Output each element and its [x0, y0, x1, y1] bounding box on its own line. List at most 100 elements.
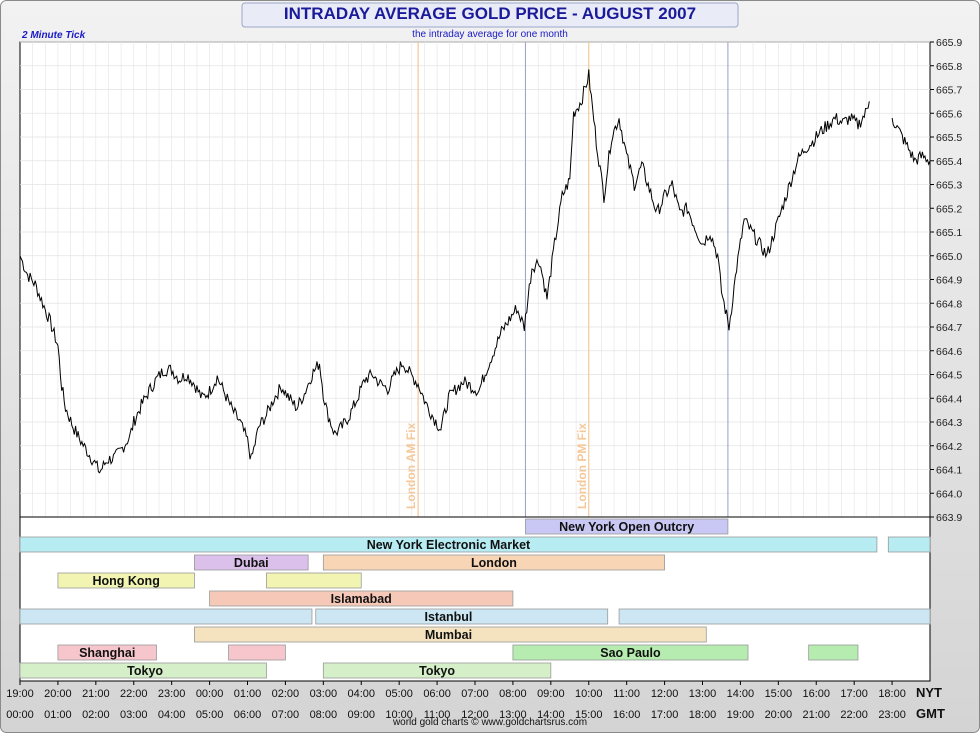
session-bar [57, 572, 195, 589]
x-tick-label-gmt: 13:00 [499, 709, 527, 721]
x-tick-label-nyt: 16:00 [802, 688, 830, 700]
y-axis-labels: 663.9 664.0 664.1 664.2 664.3 664.4 664.5 664.6… [930, 37, 962, 524]
x-tick-label-gmt: 16:00 [613, 709, 641, 721]
y-tick-label: 665.6 [936, 108, 962, 120]
session-bar [808, 644, 859, 661]
session-label: Shanghai [79, 646, 135, 660]
x-tick-label-nyt: 10:00 [575, 688, 603, 700]
price-line [891, 117, 930, 166]
x-tick-label-nyt: 00:00 [196, 688, 224, 700]
x-tick-label-gmt: 08:00 [310, 709, 338, 721]
session-bar [322, 554, 665, 571]
session-bar [209, 590, 514, 607]
chart-subtitle: the intraday average for one month [412, 29, 568, 40]
y-tick-label: 665.7 [936, 85, 962, 97]
x-tick-label-gmt: 00:00 [6, 709, 34, 721]
x-tick-label-nyt: 01:00 [234, 688, 262, 700]
session-bar [266, 572, 362, 589]
session-bar [512, 644, 749, 661]
y-tick-label: 663.9 [936, 512, 962, 524]
x-tick-label-gmt: 22:00 [840, 709, 868, 721]
x-tick-label-gmt: 21:00 [802, 709, 830, 721]
tick-interval-label: 2 Minute Tick [22, 30, 86, 41]
x-tick-label-gmt: 11:00 [424, 709, 451, 721]
y-tick-label: 664.0 [936, 488, 962, 500]
session-bar [887, 536, 931, 553]
x-tick-label-nyt: 04:00 [347, 688, 375, 700]
x-tick-label-nyt: 09:00 [537, 688, 565, 700]
y-tick-label: 664.5 [936, 370, 962, 382]
y-tick-label: 664.4 [936, 393, 962, 405]
x-tick-label-gmt: 06:00 [234, 709, 262, 721]
x-tick-label-nyt: 22:00 [120, 688, 148, 700]
session-label: Hong Kong [92, 574, 159, 588]
session-label: Sao Paulo [600, 646, 661, 660]
x-tick-label-nyt: 20:00 [44, 688, 72, 700]
x-tick-label-gmt: 15:00 [575, 709, 603, 721]
x-tick-label-gmt: 14:00 [537, 709, 565, 721]
x-tick-label-nyt: 08:00 [499, 688, 527, 700]
session-bar [19, 536, 878, 553]
y-tick-label: 665.3 [936, 180, 962, 192]
x-tick-label-nyt: 18:00 [878, 688, 906, 700]
x-tick-label-gmt: 23:00 [878, 709, 906, 721]
session-bar [525, 518, 729, 535]
y-tick-label: 665.9 [936, 37, 962, 49]
session-bar [194, 554, 309, 571]
y-tick-label: 664.1 [936, 465, 962, 477]
x-tick-label-nyt: 13:00 [689, 688, 717, 700]
session-bar [194, 626, 707, 643]
x-tick-label-gmt: 07:00 [272, 709, 300, 721]
y-tick-label: 664.7 [936, 322, 962, 334]
x-tick-label-nyt: 11:00 [613, 688, 640, 700]
x-tick-label-gmt: 18:00 [689, 709, 717, 721]
x-tick-label-gmt: 19:00 [727, 709, 755, 721]
x-tick-label-gmt: 02:00 [82, 709, 110, 721]
chart-title: INTRADAY AVERAGE GOLD PRICE - AUGUST 200… [283, 4, 697, 23]
session-label: Tokyo [127, 664, 163, 678]
x-tick-label-gmt: 20:00 [765, 709, 793, 721]
y-tick-label: 664.6 [936, 346, 962, 358]
session-label: Mumbai [425, 628, 472, 642]
x-tick-label-gmt: 01:00 [44, 709, 72, 721]
x-tick-label-nyt: 17:00 [840, 688, 868, 700]
y-tick-label: 665.2 [936, 203, 962, 215]
session-label: Dubai [234, 556, 269, 570]
y-tick-label: 665.8 [936, 61, 962, 73]
market-sessions: New York Open Outcry New York Electronic … [19, 518, 931, 679]
price-series [20, 69, 930, 474]
session-bar [19, 662, 267, 679]
x-tick-label-nyt: 14:00 [727, 688, 755, 700]
x-tick-label-nyt: 19:00 [6, 688, 34, 700]
x-tick-label-gmt: 05:00 [196, 709, 224, 721]
session-bar [315, 608, 609, 625]
x-tick-label-nyt: 07:00 [461, 688, 489, 700]
x-tick-label-nyt: 03:00 [310, 688, 338, 700]
y-tick-label: 664.9 [936, 275, 962, 287]
session-bar [322, 662, 552, 679]
session-label: New York Open Outcry [559, 520, 694, 534]
title-plate [241, 2, 739, 28]
x-tick-label-nyt: 06:00 [423, 688, 451, 700]
session-label: New York Electronic Market [367, 538, 531, 552]
x-tick-label-nyt: 12:00 [651, 688, 679, 700]
x-tick-label-gmt: 04:00 [158, 709, 186, 721]
y-tick-label: 665.0 [936, 251, 962, 263]
x-tick-label-gmt: 03:00 [120, 709, 148, 721]
y-tick-label: 665.1 [936, 227, 962, 239]
x-tick-label-nyt: 21:00 [82, 688, 110, 700]
y-tick-label: 665.5 [936, 132, 962, 144]
session-label: Islamabad [331, 592, 392, 606]
x-tick-label-nyt: 23:00 [158, 688, 186, 700]
x-tick-label-nyt: 15:00 [765, 688, 793, 700]
session-bar [228, 644, 286, 661]
x-tick-label-nyt: 02:00 [272, 688, 300, 700]
session-bar [19, 608, 313, 625]
x-tick-label-nyt: 05:00 [385, 688, 413, 700]
x-axis-labels: 19:00 00:00 20:00 01:00 21:00 02:00 22:00 03:00… [6, 681, 906, 721]
x-tick-label-gmt: 10:00 [385, 709, 413, 721]
session-label: London [471, 556, 517, 570]
session-bar [618, 608, 931, 625]
